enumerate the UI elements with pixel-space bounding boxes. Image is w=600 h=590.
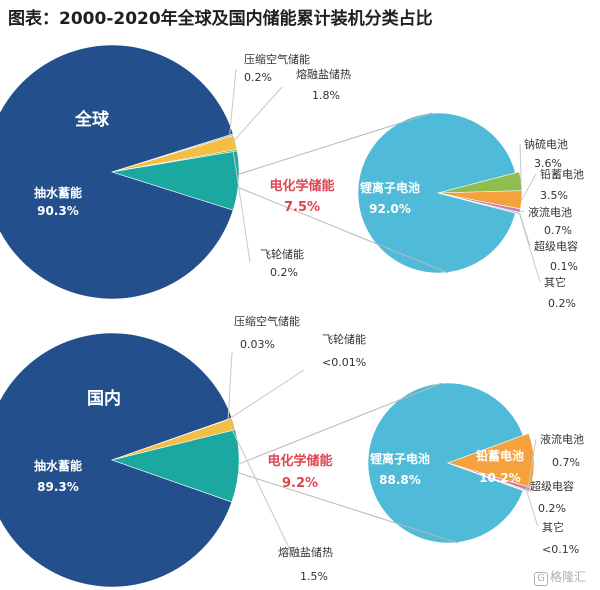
main-slice-电化学储能 — [111, 150, 240, 211]
sub-small-value-超级电容: 0.1% — [550, 260, 578, 273]
sub-small-value-其它: 0.2% — [548, 297, 576, 310]
main-slice-抽水蓄能 — [0, 332, 233, 588]
sub-leader-液流电池 — [519, 210, 525, 213]
sub-label-name: 锂离子电池 — [360, 180, 420, 195]
sub-small-name-其它: 其它 — [544, 275, 566, 289]
watermark-text: 格隆汇 — [549, 570, 586, 584]
watermark-logo-icon: G — [533, 572, 548, 586]
small-label-value-压缩空气储能: 0.2% — [244, 71, 272, 84]
connector-line-top — [238, 112, 433, 175]
small-label-name-飞轮储能: 飞轮储能 — [260, 247, 304, 261]
main-label-value: 90.3% — [37, 204, 79, 218]
ec-label-value: 9.2% — [282, 476, 318, 491]
sub-label-name: 锂离子电池 — [370, 451, 430, 466]
sub-leader-其它 — [518, 213, 541, 283]
leader-line-飞轮储能 — [227, 369, 305, 420]
sub-slice-锂离子电池 — [367, 382, 524, 544]
leader-line-飞轮储能 — [232, 150, 251, 263]
sub-small-name-液流电池: 液流电池 — [540, 432, 584, 446]
sub-label-value: 92.0% — [369, 202, 411, 216]
sub-leader-超级电容 — [525, 485, 528, 492]
ec-label-value: 7.5% — [284, 200, 320, 215]
sub-leader-其它 — [526, 491, 539, 528]
small-label-value-飞轮储能: <0.01% — [322, 356, 366, 369]
ec-label-name: 电化学储能 — [269, 178, 334, 194]
connector-line-top — [238, 382, 443, 465]
sub-inside-value-铅蓄电池: 10.2% — [479, 471, 521, 485]
small-label-value-熔融盐储热: 1.8% — [312, 89, 340, 102]
leader-line-熔融盐储热 — [231, 86, 283, 144]
leader-line-熔融盐储热 — [229, 424, 293, 555]
small-label-value-熔融盐储热: 1.5% — [300, 570, 328, 583]
small-label-name-压缩空气储能: 压缩空气储能 — [234, 314, 300, 328]
main-label-value: 89.3% — [37, 480, 79, 494]
main-slice-抽水蓄能 — [0, 44, 234, 300]
region-label-国内: 国内 — [87, 388, 121, 409]
sub-small-name-超级电容: 超级电容 — [530, 479, 574, 493]
region-label-全球: 全球 — [74, 109, 110, 130]
leader-line-压缩空气储能 — [229, 68, 237, 136]
sub-small-value-其它: <0.1% — [542, 543, 579, 556]
sub-small-name-钠硫电池: 钠硫电池 — [524, 137, 568, 151]
main-slice-电化学储能 — [110, 429, 240, 503]
small-label-value-压缩空气储能: 0.03% — [240, 338, 275, 351]
sub-small-value-超级电容: 0.2% — [538, 502, 566, 515]
sub-slice-锂离子电池 — [357, 112, 516, 274]
sub-small-value-液流电池: 0.7% — [552, 456, 580, 469]
sub-leader-钠硫电池 — [519, 143, 522, 182]
sub-small-name-其它: 其它 — [542, 520, 564, 534]
sub-small-value-钠硫电池: 3.6% — [534, 157, 562, 170]
connector-line-bottom — [238, 472, 459, 544]
sub-label-value: 88.8% — [379, 473, 421, 487]
main-label-name: 抽水蓄能 — [34, 185, 82, 200]
sub-small-value-液流电池: 0.7% — [544, 224, 572, 237]
small-label-name-飞轮储能: 飞轮储能 — [322, 332, 366, 346]
main-label-name: 抽水蓄能 — [34, 458, 82, 473]
sub-small-name-铅蓄电池: 铅蓄电池 — [540, 167, 584, 181]
sub-leader-铅蓄电池 — [521, 173, 537, 201]
small-label-value-飞轮储能: 0.2% — [270, 266, 298, 279]
leader-line-压缩空气储能 — [227, 351, 233, 420]
sub-slice-其它 — [447, 462, 530, 494]
figure-title: 图表：2000-2020年全球及国内储能累计装机分类占比 — [8, 9, 433, 29]
small-label-name-压缩空气储能: 压缩空气储能 — [244, 52, 310, 66]
sub-small-name-超级电容: 超级电容 — [534, 239, 578, 253]
sub-small-value-铅蓄电池: 3.5% — [540, 189, 568, 202]
sub-inside-name-铅蓄电池: 铅蓄电池 — [475, 448, 524, 463]
watermark: G 格隆汇 — [533, 568, 586, 586]
ec-label-name: 电化学储能 — [267, 453, 332, 469]
small-label-name-熔融盐储热: 熔融盐储热 — [296, 67, 351, 81]
connector-line-bottom — [237, 186, 449, 274]
sub-small-name-液流电池: 液流电池 — [528, 205, 572, 219]
sub-leader-液流电池 — [527, 438, 537, 489]
small-label-name-熔融盐储热: 熔融盐储热 — [278, 545, 333, 559]
